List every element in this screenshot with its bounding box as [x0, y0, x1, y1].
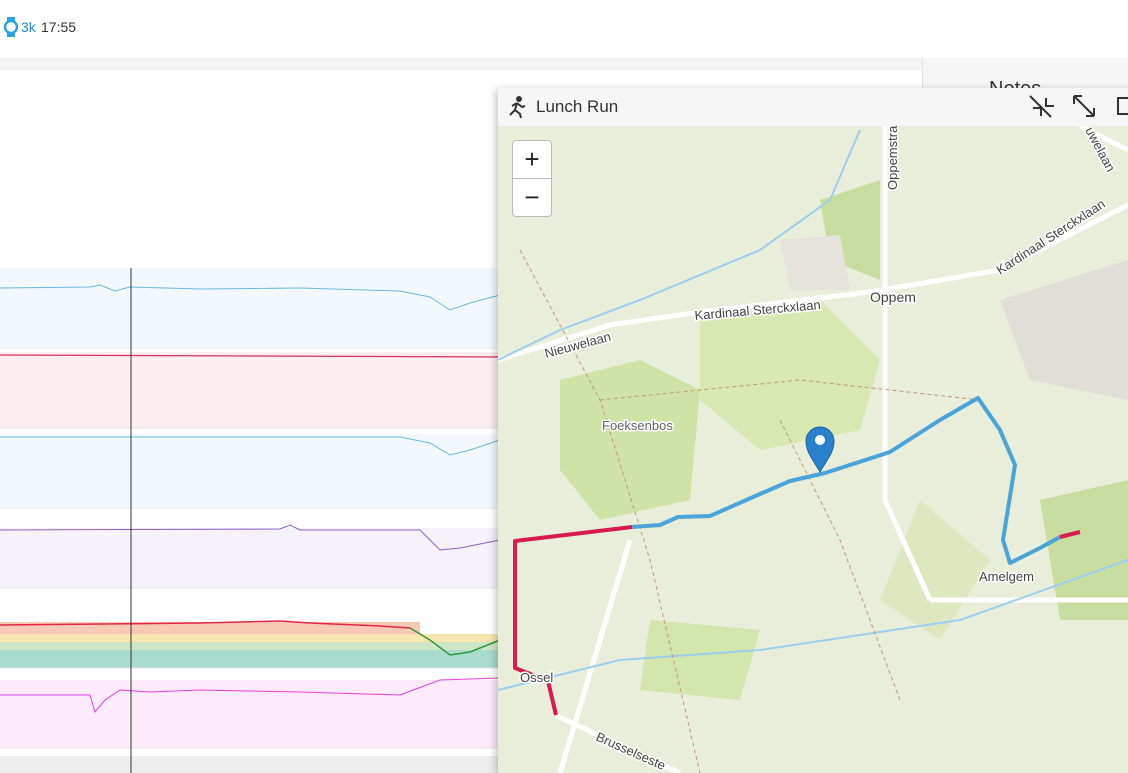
title-bar: Lunch Run: [498, 88, 1128, 127]
map-label: Ossel: [520, 670, 553, 685]
zoom-in[interactable]: +: [512, 140, 552, 179]
map-label: Oppemstra: [885, 126, 900, 190]
map-label: Oppem: [870, 289, 916, 305]
badge: 3k: [21, 19, 36, 35]
top-bar: 3k 17:55: [0, 0, 1128, 59]
watch-icon: [4, 17, 18, 37]
map[interactable]: Oppemstra uwelaan Kardinaal Sterckxlaan …: [498, 126, 1128, 773]
map-label: Foeksenbos: [602, 418, 673, 433]
zoom-out[interactable]: −: [512, 178, 552, 217]
map-window: Lunch Run: [498, 88, 1128, 773]
map-label: Amelgem: [979, 569, 1034, 584]
window-title: Lunch Run: [536, 97, 619, 116]
title-icons: [509, 95, 1128, 119]
time: 17:55: [41, 19, 77, 35]
